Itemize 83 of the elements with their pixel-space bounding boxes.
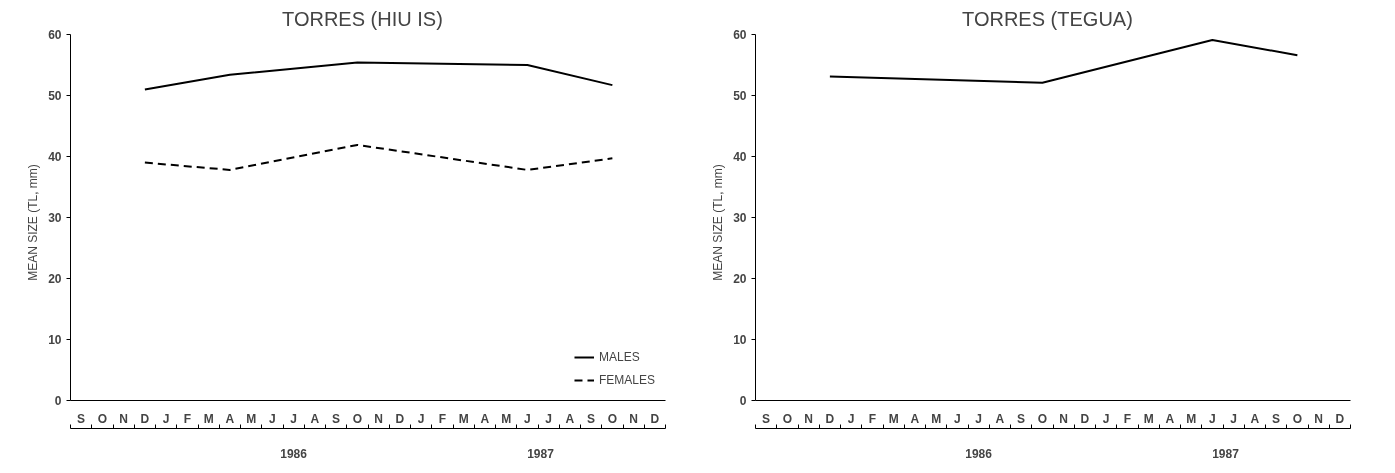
y-tick-label: 10 (733, 333, 747, 347)
chart-title: TORRES (HIU IS) (282, 7, 443, 30)
x-tick-label: M (246, 411, 257, 426)
x-tick-label: S (1017, 411, 1026, 426)
x-tick-label: M (931, 411, 942, 426)
y-tick-label: 20 (733, 272, 747, 286)
line-series (143, 61, 614, 91)
x-tick-label: M (501, 411, 512, 426)
text: 1987 (527, 446, 555, 461)
x-tick-label: D (1335, 411, 1345, 426)
x-tick-label: A (910, 411, 920, 426)
text: 1986 (965, 446, 993, 461)
x-tick-label: F (868, 411, 877, 426)
chart-title: TORRES (TEGUA) (962, 7, 1133, 30)
x-tick-label: J (954, 411, 961, 426)
x-tick-label: O (97, 411, 108, 426)
x-tick-label: A (565, 411, 575, 426)
x-tick-label: N (1314, 411, 1323, 426)
y-tick-label: 50 (48, 89, 62, 103)
x-tick-label: J (975, 411, 982, 426)
y-tick-label: 60 (733, 28, 747, 42)
x-tick-label: A (310, 411, 320, 426)
x-tick-label: D (825, 411, 835, 426)
x-tick-label: A (995, 411, 1005, 426)
x-tick-label: A (480, 411, 490, 426)
line-series (143, 143, 614, 171)
text: 1986 (280, 446, 308, 461)
y-tick-label: 0 (739, 394, 747, 408)
x-tick-label: D (395, 411, 405, 426)
x-tick-label: F (1123, 411, 1132, 426)
y-axis-title: MEAN SIZE (TL, mm) (711, 164, 726, 281)
x-tick-label: N (1059, 411, 1068, 426)
x-tick-label: J (545, 411, 552, 426)
x-tick-label: O (607, 411, 618, 426)
y-tick-label: 40 (733, 150, 747, 164)
x-tick-label: J (162, 411, 170, 426)
y-tick-label: 40 (48, 150, 62, 164)
x-tick-label: S (587, 411, 596, 426)
x-tick-label: S (762, 411, 771, 426)
x-tick-label: J (1102, 411, 1110, 426)
x-tick-label: N (629, 411, 638, 426)
x-tick-label: J (524, 411, 531, 426)
y-tick-label: 20 (48, 272, 62, 286)
x-tick-label: S (332, 411, 341, 426)
y-tick-label: 10 (48, 333, 62, 347)
x-tick-label: O (352, 411, 363, 426)
x-tick-label: J (269, 411, 276, 426)
x-tick-label: N (374, 411, 383, 426)
legend-label: MALES (598, 350, 640, 364)
y-tick-label: 30 (733, 211, 747, 225)
y-tick-label: 60 (48, 28, 62, 42)
x-tick-label: A (225, 411, 235, 426)
x-tick-label: M (1143, 411, 1154, 426)
x-tick-label: S (1272, 411, 1281, 426)
x-tick-label: J (847, 411, 855, 426)
x-tick-label: M (458, 411, 469, 426)
x-tick-label: F (438, 411, 447, 426)
x-tick-label: N (804, 411, 813, 426)
line-series (828, 38, 1299, 84)
y-tick-label: 50 (733, 89, 747, 103)
x-tick-label: O (1292, 411, 1303, 426)
x-tick-label: D (650, 411, 660, 426)
x-tick-label: M (203, 411, 214, 426)
x-tick-label: A (1165, 411, 1175, 426)
x-tick-label: A (1250, 411, 1260, 426)
x-tick-label: O (782, 411, 793, 426)
text: 1987 (1212, 446, 1240, 461)
x-tick-label: D (140, 411, 150, 426)
x-tick-label: J (1230, 411, 1237, 426)
x-tick-label: S (77, 411, 86, 426)
x-tick-label: N (119, 411, 128, 426)
y-tick-label: 30 (48, 211, 62, 225)
x-tick-label: M (1186, 411, 1197, 426)
y-axis-title: MEAN SIZE (TL, mm) (26, 164, 41, 281)
x-tick-label: J (1209, 411, 1216, 426)
x-tick-label: D (1080, 411, 1090, 426)
x-tick-label: M (888, 411, 899, 426)
x-tick-label: F (183, 411, 192, 426)
legend-label: FEMALES (598, 373, 655, 387)
x-tick-label: J (417, 411, 425, 426)
x-tick-label: J (290, 411, 297, 426)
x-tick-label: O (1037, 411, 1048, 426)
y-tick-label: 0 (54, 394, 62, 408)
